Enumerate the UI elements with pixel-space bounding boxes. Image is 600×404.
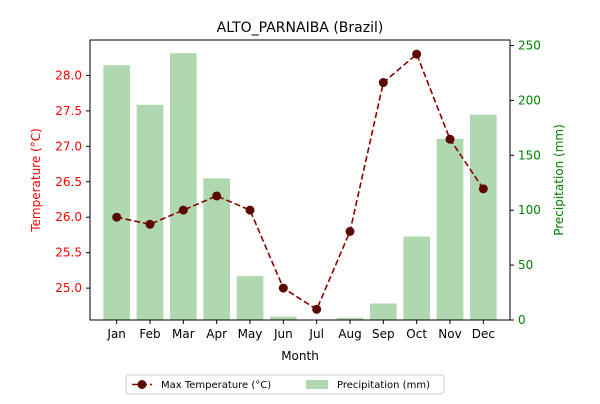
legend-marker-swatch bbox=[137, 380, 147, 389]
temp-point-aug bbox=[345, 226, 355, 236]
y-right-tick-label: 250 bbox=[518, 38, 541, 52]
legend-label-precipitation: Precipitation (mm) bbox=[337, 380, 430, 391]
y-left-tick-label: 28.0 bbox=[55, 68, 82, 82]
y-left-tick-label: 26.0 bbox=[55, 210, 82, 224]
y-left-tick-label: 27.5 bbox=[55, 104, 82, 118]
x-tick-label: Feb bbox=[139, 327, 160, 341]
precip-bar-apr bbox=[203, 178, 230, 320]
precip-bar-nov bbox=[436, 138, 464, 320]
temp-point-jul bbox=[312, 304, 322, 314]
precip-bar-dec bbox=[470, 114, 497, 321]
y-right-tick-label: 150 bbox=[518, 148, 541, 162]
temp-point-dec bbox=[478, 184, 488, 194]
plot-frame bbox=[89, 39, 511, 321]
legend-bar-swatch bbox=[306, 380, 328, 389]
precip-bar-oct bbox=[403, 236, 430, 320]
temp-point-mar bbox=[178, 205, 188, 215]
precip-bar-mar bbox=[170, 53, 197, 320]
temperature-line bbox=[112, 49, 488, 314]
legend-box bbox=[125, 374, 445, 395]
x-tick-label: Jan bbox=[106, 327, 126, 341]
y-left-tick-label: 25.5 bbox=[55, 246, 82, 260]
temp-point-jan bbox=[112, 212, 122, 222]
temp-point-feb bbox=[145, 219, 155, 229]
x-tick-label: Nov bbox=[438, 327, 461, 341]
precipitation-bars bbox=[103, 53, 497, 321]
x-tick-label: Apr bbox=[206, 327, 227, 341]
x-tick-label: Sep bbox=[372, 327, 395, 341]
precip-bar-jun bbox=[270, 316, 297, 320]
chart-title: ALTO_PARNAIBA (Brazil) bbox=[217, 20, 384, 36]
temp-point-nov bbox=[445, 134, 455, 144]
y-left-axis-label: Temperature (°C) bbox=[29, 128, 43, 233]
x-tick-label: Jul bbox=[308, 327, 323, 341]
temp-point-sep bbox=[378, 78, 388, 88]
temp-point-may bbox=[245, 205, 255, 215]
precip-bar-sep bbox=[370, 303, 397, 320]
y-right-axis-label: Precipitation (mm) bbox=[552, 124, 566, 236]
temp-point-apr bbox=[212, 191, 222, 201]
precip-bar-jan bbox=[103, 65, 130, 320]
y-right-tick-label: 100 bbox=[518, 203, 541, 217]
y-left-tick-label: 26.5 bbox=[55, 175, 82, 189]
precip-bar-feb bbox=[136, 104, 164, 320]
y-left-tick-label: 27.0 bbox=[55, 139, 82, 153]
x-tick-label: Dec bbox=[472, 327, 495, 341]
precip-bar-may bbox=[236, 276, 264, 320]
y-left-tick-label: 25.0 bbox=[55, 281, 82, 295]
legend-label-temperature: Max Temperature (°C) bbox=[161, 380, 271, 391]
y-right-tick-label: 0 bbox=[518, 313, 526, 327]
x-tick-label: Jun bbox=[273, 327, 293, 341]
precip-bar-aug bbox=[336, 317, 364, 320]
x-tick-label: Mar bbox=[172, 327, 195, 341]
temperature-line-path bbox=[116, 52, 484, 311]
y-right-tick-label: 200 bbox=[518, 93, 541, 107]
x-tick-label: Aug bbox=[338, 327, 361, 341]
temp-point-jun bbox=[278, 283, 288, 293]
legend: Max Temperature (°C) Precipitation (mm) bbox=[125, 374, 445, 395]
x-tick-label: Oct bbox=[406, 327, 427, 341]
temp-point-oct bbox=[412, 49, 422, 59]
y-right-tick-label: 50 bbox=[518, 258, 533, 272]
axes: Jan Feb Mar Apr May Jun Jul Aug Sep Oct Nov Dec 25.0… bbox=[55, 38, 541, 341]
x-tick-label: May bbox=[238, 327, 263, 341]
x-axis-label: Month bbox=[281, 349, 319, 363]
